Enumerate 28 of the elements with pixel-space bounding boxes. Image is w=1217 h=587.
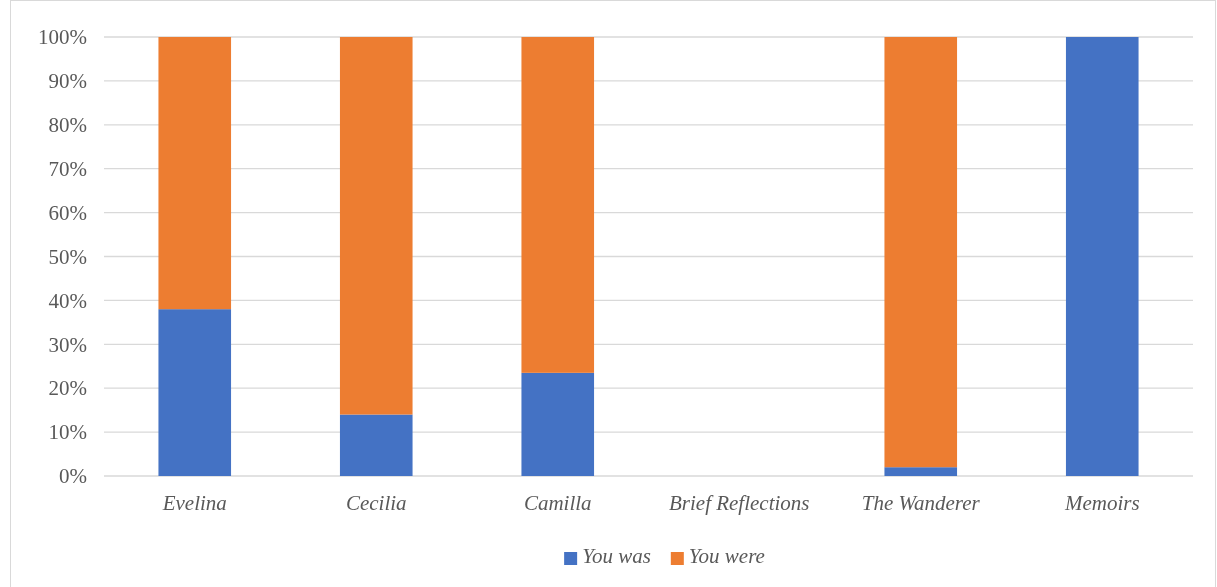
- y-tick-label: 20%: [48, 376, 87, 401]
- bar: [884, 467, 958, 476]
- y-tick-label: 40%: [48, 288, 87, 313]
- y-tick-label: 10%: [48, 420, 87, 445]
- y-tick-label: 70%: [48, 156, 87, 181]
- y-tick-label: 90%: [48, 69, 87, 94]
- x-tick-label: The Wanderer: [861, 490, 981, 515]
- bar: [521, 37, 595, 373]
- y-tick-label: 30%: [48, 332, 87, 357]
- x-tick-label: Evelina: [161, 490, 227, 515]
- y-tick-label: 50%: [48, 244, 87, 269]
- legend-label: You was: [582, 544, 651, 568]
- x-tick-label: Brief Reflections: [668, 490, 810, 515]
- legend-label: You were: [688, 544, 765, 568]
- y-tick-label: 80%: [48, 113, 87, 138]
- y-tick-label: 0%: [59, 464, 87, 489]
- bar: [1065, 37, 1139, 476]
- y-tick-label: 60%: [48, 200, 87, 225]
- bar: [339, 414, 413, 476]
- x-tick-label: Camilla: [523, 490, 592, 515]
- bar: [884, 37, 958, 468]
- bar: [158, 37, 232, 310]
- y-tick-label: 100%: [38, 25, 87, 50]
- x-tick-label: Cecilia: [345, 490, 407, 515]
- bar: [521, 372, 595, 476]
- bar: [158, 309, 232, 476]
- x-tick-label: Memoirs: [1063, 490, 1140, 515]
- bar: [339, 37, 413, 415]
